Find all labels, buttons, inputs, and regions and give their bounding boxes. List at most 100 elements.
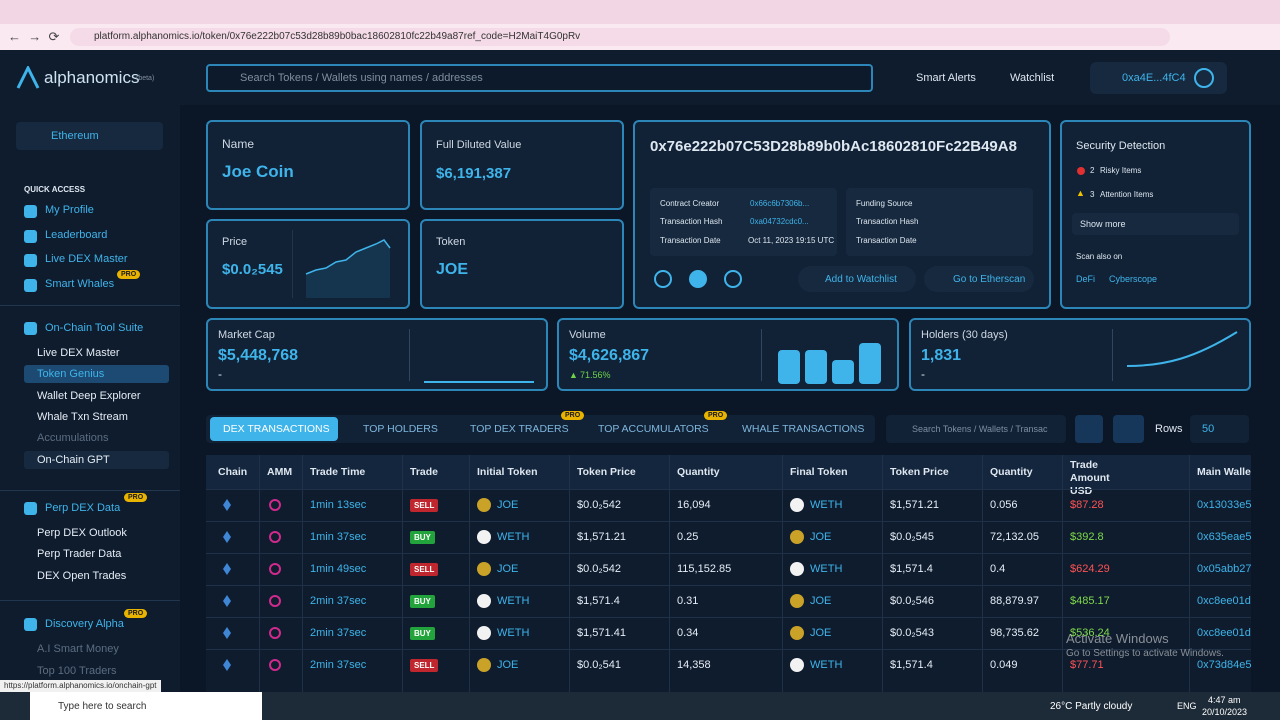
wallet[interactable]: 0xa4E...4fC4 [1122, 72, 1186, 84]
rows: BUY [410, 531, 435, 544]
rows[interactable]: 0x13033e5 [1197, 499, 1251, 511]
rows[interactable]: 0x73d84e5 [1197, 659, 1251, 671]
panel [790, 498, 804, 512]
tabs[interactable]: WHALE TRANSACTIONS [742, 423, 865, 435]
rows: WETH [810, 499, 843, 511]
quick-access[interactable]: Leaderboard [45, 229, 108, 241]
scan[interactable]: DeFi [1076, 274, 1096, 284]
panel [1072, 213, 1239, 235]
items[interactable]: Accumulations [37, 432, 109, 444]
panel [909, 318, 1251, 391]
price-sparkline [292, 230, 391, 298]
items[interactable]: Perp Trader Data [37, 548, 122, 560]
tx-search-placeholder: Search Tokens / Wallets / Transac [912, 424, 1048, 434]
rows[interactable]: 2min 37sec [310, 627, 367, 639]
panel [269, 659, 281, 671]
items[interactable]: Wallet Deep Explorer [37, 390, 141, 402]
rows: $0.0₂546 [890, 595, 935, 607]
tabs[interactable]: TOP DEX TRADERS [470, 423, 569, 435]
rows: SELL [410, 659, 439, 672]
rows[interactable]: 0x635eae5 [1197, 531, 1251, 543]
rows: 0.31 [677, 595, 699, 607]
rows[interactable]: 1min 49sec [310, 563, 367, 575]
panel: ▲ [569, 370, 578, 380]
panel [650, 188, 837, 256]
smart-alerts[interactable]: Smart Alerts [916, 72, 976, 84]
rows-label: Rows [1155, 423, 1183, 435]
panel [790, 562, 804, 576]
items[interactable]: A.I Smart Money [37, 643, 119, 655]
add-watchlist[interactable]: Add to Watchlist [825, 274, 897, 285]
panel [1112, 329, 1113, 381]
columns: Main Wallet [1197, 466, 1251, 478]
rows[interactable]: 1min 37sec [310, 531, 367, 543]
market-cap: $5,448,768 [218, 347, 299, 364]
items[interactable]: Perp DEX Outlook [37, 527, 127, 539]
rows: BUY [410, 595, 435, 608]
rows[interactable]: 0xc8ee01d [1197, 627, 1251, 639]
panel [886, 415, 1066, 443]
panel [259, 455, 260, 692]
rows: 0.056 [990, 499, 1018, 511]
items[interactable]: Top 100 Traders [37, 665, 117, 677]
subtitle: Go to Settings to activate Windows. [1066, 648, 1224, 659]
scan[interactable]: Cyberscope [1109, 274, 1158, 284]
panel [982, 455, 983, 692]
panel [409, 329, 410, 381]
columns: Chain [218, 466, 248, 478]
columns: Quantity [990, 466, 1033, 478]
watchlist[interactable]: Watchlist [1010, 72, 1055, 84]
rows[interactable]: 0x05abb27 [1197, 563, 1251, 575]
panel [782, 455, 783, 692]
panel [689, 270, 707, 288]
rect [832, 360, 854, 384]
etherscan[interactable]: Go to Etherscan [953, 274, 1026, 285]
quick-access[interactable]: My Profile [45, 204, 94, 216]
network[interactable]: Ethereum [51, 130, 99, 142]
rows-value[interactable]: 50 [1202, 423, 1215, 435]
panel [223, 531, 231, 543]
name: Joe Coin [222, 162, 294, 181]
title[interactable]: Perp DEX Data [45, 502, 121, 514]
rows[interactable]: 1min 13sec [310, 499, 367, 511]
items[interactable]: Token Genius [37, 368, 105, 380]
rows: JOE [810, 531, 832, 543]
volume-label: Volume [569, 329, 606, 341]
items[interactable]: Live DEX Master [37, 347, 120, 359]
rows: 16,094 [677, 499, 711, 511]
fdv: $6,191,387 [436, 165, 512, 182]
tabs[interactable]: TOP ACCUMULATORS [598, 423, 709, 435]
rows: 0.049 [990, 659, 1018, 671]
title: Security Detection [1076, 140, 1166, 152]
columns: Trade Amount USD [1070, 459, 1110, 497]
path [306, 240, 390, 298]
panel [206, 64, 873, 92]
rows[interactable]: 2min 37sec [310, 595, 367, 607]
rows: 88,879.97 [990, 595, 1039, 607]
title[interactable]: On-Chain Tool Suite [45, 322, 144, 334]
quick-access[interactable]: Live DEX Master [45, 253, 128, 265]
title[interactable]: Discovery Alpha [45, 618, 124, 630]
quick-access[interactable]: Smart Whales [45, 278, 115, 290]
pro: PRO [561, 411, 585, 420]
panel [269, 595, 281, 607]
items[interactable]: On-Chain GPT [37, 454, 110, 466]
rows: $0.0₂545 [890, 531, 935, 543]
tabs[interactable]: DEX TRANSACTIONS [223, 423, 330, 435]
panel [206, 617, 1251, 618]
panel [1189, 455, 1190, 692]
path [1126, 331, 1238, 367]
rows: $0.0₂542 [577, 499, 622, 511]
items[interactable]: Whale Txn Stream [37, 411, 128, 423]
rows: $1,571.4 [577, 595, 620, 607]
rows[interactable]: 2min 37sec [310, 659, 367, 671]
address: 0x76e222b07C53D28b89b0bAc18602810Fc22B49… [650, 138, 1017, 155]
items[interactable]: DEX Open Trades [37, 570, 127, 582]
rows: SELL [410, 563, 439, 576]
panel [798, 266, 916, 292]
rows[interactable]: 0xc8ee01d [1197, 595, 1251, 607]
lang: ENG [1177, 701, 1197, 711]
tabs[interactable]: TOP HOLDERS [363, 423, 438, 435]
panel [1190, 415, 1249, 443]
show-more[interactable]: Show more [1080, 219, 1126, 229]
